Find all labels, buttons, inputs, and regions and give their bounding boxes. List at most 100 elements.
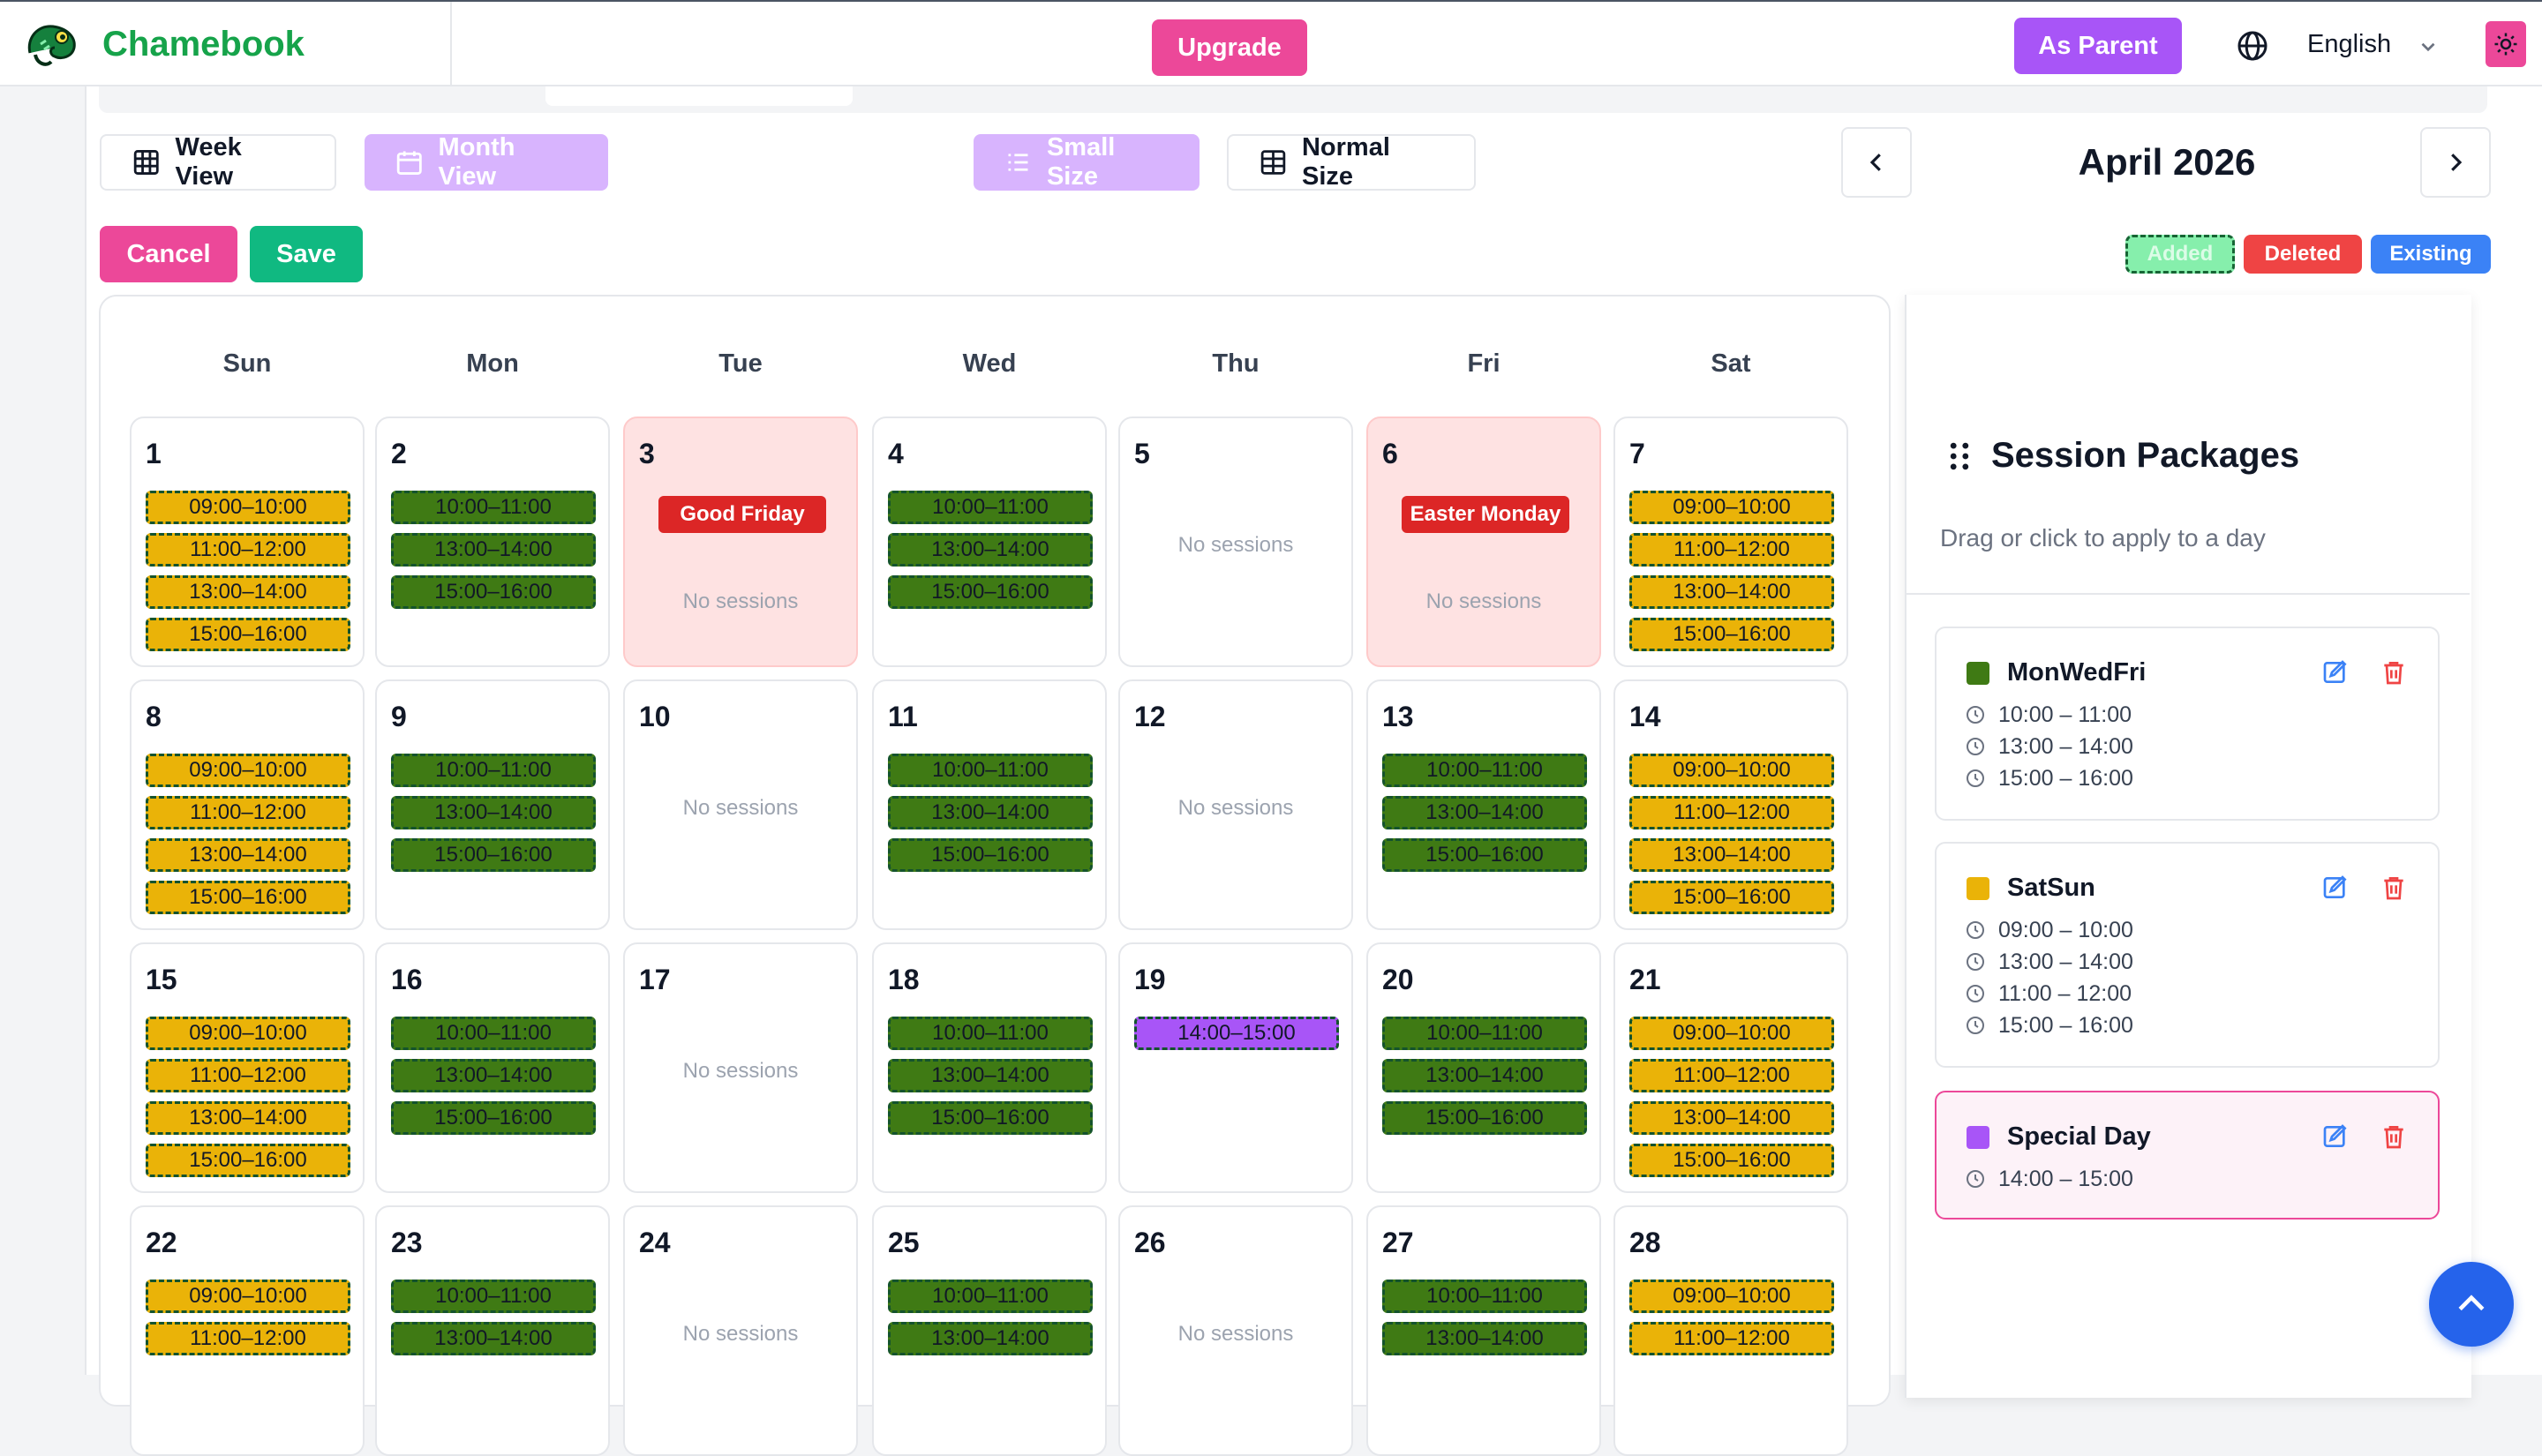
day-cell[interactable]: 10 No sessions <box>623 679 858 930</box>
prev-month-button[interactable] <box>1841 127 1912 198</box>
session-slot[interactable]: 15:00–16:00 <box>391 838 596 872</box>
session-slot[interactable]: 13:00–14:00 <box>1382 796 1587 829</box>
globe-icon[interactable] <box>2237 30 2268 62</box>
session-slot[interactable]: 15:00–16:00 <box>1382 838 1587 872</box>
session-slot[interactable]: 11:00–12:00 <box>1629 1059 1834 1092</box>
session-slot[interactable]: 09:00–10:00 <box>1629 1017 1834 1050</box>
session-slot[interactable]: 13:00–14:00 <box>391 533 596 567</box>
day-cell[interactable]: 6 Easter Monday No sessions <box>1366 417 1601 667</box>
session-slot[interactable]: 15:00–16:00 <box>146 881 350 914</box>
session-slot[interactable]: 09:00–10:00 <box>146 1280 350 1313</box>
session-slot[interactable]: 09:00–10:00 <box>1629 754 1834 787</box>
upgrade-button[interactable]: Upgrade <box>1152 19 1307 76</box>
session-slot[interactable]: 10:00–11:00 <box>888 1017 1093 1050</box>
session-slot[interactable]: 10:00–11:00 <box>888 491 1093 524</box>
day-cell[interactable]: 5 No sessions <box>1118 417 1353 667</box>
session-slot[interactable]: 10:00–11:00 <box>391 1017 596 1050</box>
next-month-button[interactable] <box>2420 127 2491 198</box>
day-cell[interactable]: 13 10:00–11:00 13:00–14:00 15:00–16:00 <box>1366 679 1601 930</box>
trash-icon[interactable] <box>2380 874 2408 902</box>
session-slot[interactable]: 13:00–14:00 <box>888 533 1093 567</box>
day-cell[interactable]: 2 10:00–11:00 13:00–14:00 15:00–16:00 <box>375 417 610 667</box>
session-slot[interactable]: 13:00–14:00 <box>391 1059 596 1092</box>
session-slot[interactable]: 09:00–10:00 <box>1629 491 1834 524</box>
day-cell[interactable]: 1 09:00–10:00 11:00–12:00 13:00–14:00 15:00–… <box>130 417 365 667</box>
day-cell[interactable]: 15 09:00–10:00 11:00–12:00 13:00–14:00 15:00… <box>130 942 365 1193</box>
day-cell[interactable]: 14 09:00–10:00 11:00–12:00 13:00–14:00 15:00… <box>1613 679 1848 930</box>
day-cell[interactable]: 21 09:00–10:00 11:00–12:00 13:00–14:00 15:00… <box>1613 942 1848 1193</box>
trash-icon[interactable] <box>2380 1122 2408 1151</box>
session-slot[interactable]: 13:00–14:00 <box>888 1322 1093 1355</box>
edit-icon[interactable] <box>2321 1122 2350 1151</box>
session-slot[interactable]: 15:00–16:00 <box>1629 881 1834 914</box>
day-cell[interactable]: 16 10:00–11:00 13:00–14:00 15:00–16:00 <box>375 942 610 1193</box>
session-slot[interactable]: 10:00–11:00 <box>391 491 596 524</box>
session-slot[interactable]: 14:00–15:00 <box>1134 1017 1339 1050</box>
session-slot[interactable]: 11:00–12:00 <box>146 796 350 829</box>
session-slot[interactable]: 15:00–16:00 <box>1382 1101 1587 1135</box>
trash-icon[interactable] <box>2380 658 2408 687</box>
day-cell[interactable]: 19 14:00–15:00 <box>1118 942 1353 1193</box>
package-card[interactable]: Special Day 14:00 – 15:00 <box>1935 1091 2440 1220</box>
month-view-button[interactable]: Month View <box>365 133 608 191</box>
session-slot[interactable]: 09:00–10:00 <box>1629 1280 1834 1313</box>
session-slot[interactable]: 10:00–11:00 <box>391 754 596 787</box>
drag-handle-icon[interactable] <box>1947 441 1972 471</box>
session-slot[interactable]: 11:00–12:00 <box>1629 796 1834 829</box>
session-slot[interactable]: 15:00–16:00 <box>1629 618 1834 651</box>
day-cell[interactable]: 25 10:00–11:00 13:00–14:00 <box>872 1205 1107 1456</box>
session-slot[interactable]: 13:00–14:00 <box>146 575 350 609</box>
session-slot[interactable]: 15:00–16:00 <box>888 575 1093 609</box>
day-cell[interactable]: 3 Good Friday No sessions <box>623 417 858 667</box>
day-cell[interactable]: 24 No sessions <box>623 1205 858 1456</box>
session-slot[interactable]: 13:00–14:00 <box>1629 1101 1834 1135</box>
session-slot[interactable]: 13:00–14:00 <box>391 796 596 829</box>
session-slot[interactable]: 13:00–14:00 <box>1382 1322 1587 1355</box>
session-slot[interactable]: 10:00–11:00 <box>888 754 1093 787</box>
edit-icon[interactable] <box>2321 874 2350 902</box>
day-cell[interactable]: 23 10:00–11:00 13:00–14:00 <box>375 1205 610 1456</box>
day-cell[interactable]: 11 10:00–11:00 13:00–14:00 15:00–16:00 <box>872 679 1107 930</box>
day-cell[interactable]: 7 09:00–10:00 11:00–12:00 13:00–14:00 15:00–… <box>1613 417 1848 667</box>
session-slot[interactable]: 13:00–14:00 <box>1629 838 1834 872</box>
day-cell[interactable]: 9 10:00–11:00 13:00–14:00 15:00–16:00 <box>375 679 610 930</box>
session-slot[interactable]: 13:00–14:00 <box>146 1101 350 1135</box>
session-slot[interactable]: 13:00–14:00 <box>391 1322 596 1355</box>
day-cell[interactable]: 4 10:00–11:00 13:00–14:00 15:00–16:00 <box>872 417 1107 667</box>
session-slot[interactable]: 13:00–14:00 <box>146 838 350 872</box>
session-slot[interactable]: 15:00–16:00 <box>1629 1144 1834 1177</box>
session-slot[interactable]: 15:00–16:00 <box>888 1101 1093 1135</box>
as-parent-button[interactable]: As Parent <box>2014 18 2182 74</box>
language-select[interactable]: English <box>2307 30 2392 58</box>
package-card[interactable]: SatSun 09:00 – 10:00 13:00 – 14:00 11:00 – … <box>1935 842 2440 1068</box>
day-cell[interactable]: 8 09:00–10:00 11:00–12:00 13:00–14:00 15:00–… <box>130 679 365 930</box>
day-cell[interactable]: 20 10:00–11:00 13:00–14:00 15:00–16:00 <box>1366 942 1601 1193</box>
session-slot[interactable]: 11:00–12:00 <box>1629 1322 1834 1355</box>
session-slot[interactable]: 11:00–12:00 <box>1629 533 1834 567</box>
session-slot[interactable]: 15:00–16:00 <box>146 618 350 651</box>
session-slot[interactable]: 10:00–11:00 <box>1382 1017 1587 1050</box>
session-slot[interactable]: 15:00–16:00 <box>391 575 596 609</box>
session-slot[interactable]: 13:00–14:00 <box>888 1059 1093 1092</box>
day-cell[interactable]: 18 10:00–11:00 13:00–14:00 15:00–16:00 <box>872 942 1107 1193</box>
package-card[interactable]: MonWedFri 10:00 – 11:00 13:00 – 14:00 15:00… <box>1935 627 2440 821</box>
day-cell[interactable]: 17 No sessions <box>623 942 858 1193</box>
session-slot[interactable]: 10:00–11:00 <box>1382 1280 1587 1313</box>
day-cell[interactable]: 27 10:00–11:00 13:00–14:00 <box>1366 1205 1601 1456</box>
session-slot[interactable]: 09:00–10:00 <box>146 754 350 787</box>
day-cell[interactable]: 12 No sessions <box>1118 679 1353 930</box>
chevron-down-icon[interactable] <box>2417 35 2440 58</box>
scroll-to-top-button[interactable] <box>2429 1262 2514 1347</box>
session-slot[interactable]: 10:00–11:00 <box>1382 754 1587 787</box>
session-slot[interactable]: 11:00–12:00 <box>146 1059 350 1092</box>
session-slot[interactable]: 13:00–14:00 <box>888 796 1093 829</box>
session-slot[interactable]: 09:00–10:00 <box>146 491 350 524</box>
edit-icon[interactable] <box>2321 658 2350 687</box>
day-cell[interactable]: 26 No sessions <box>1118 1205 1353 1456</box>
day-cell[interactable]: 28 09:00–10:00 11:00–12:00 <box>1613 1205 1848 1456</box>
cancel-button[interactable]: Cancel <box>100 226 237 282</box>
theme-toggle-button[interactable] <box>2486 21 2526 67</box>
session-slot[interactable]: 11:00–12:00 <box>146 533 350 567</box>
session-slot[interactable]: 09:00–10:00 <box>146 1017 350 1050</box>
day-cell[interactable]: 22 09:00–10:00 11:00–12:00 <box>130 1205 365 1456</box>
